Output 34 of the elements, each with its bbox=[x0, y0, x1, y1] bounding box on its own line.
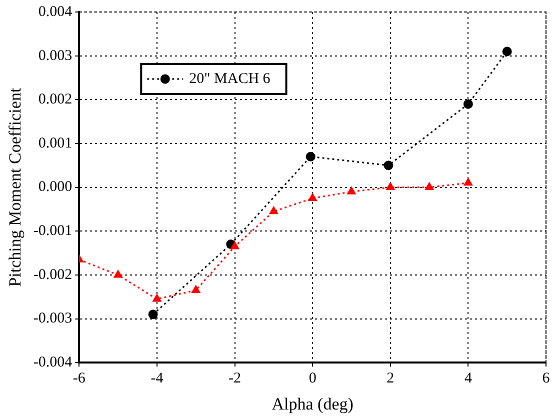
point bbox=[425, 182, 434, 190]
y-axis-title: Pitching Moment Coefficient bbox=[6, 88, 25, 287]
x-tick-label: 4 bbox=[464, 370, 472, 387]
y-tick-label: -0.001 bbox=[33, 223, 72, 240]
x-tick-label: -2 bbox=[228, 370, 242, 387]
x-tick-label: 0 bbox=[308, 370, 316, 387]
point bbox=[347, 186, 356, 194]
y-tick-label: -0.003 bbox=[33, 310, 72, 327]
point bbox=[386, 182, 395, 190]
point bbox=[463, 99, 473, 109]
x-tick-label: 2 bbox=[386, 370, 394, 387]
y-tick-label: 0.004 bbox=[38, 4, 73, 20]
y-tick-label: 0.001 bbox=[38, 135, 72, 152]
y-tick-label: 0.000 bbox=[38, 179, 72, 196]
legend-label: 20" MACH 6 bbox=[189, 70, 271, 87]
point bbox=[308, 194, 317, 202]
point bbox=[148, 310, 158, 320]
y-tick-label: -0.004 bbox=[33, 354, 73, 371]
point bbox=[269, 206, 278, 214]
point bbox=[230, 242, 239, 250]
point bbox=[306, 152, 316, 162]
point bbox=[114, 270, 122, 278]
x-tick-label: 6 bbox=[542, 370, 550, 387]
point bbox=[152, 294, 162, 302]
point bbox=[502, 46, 512, 56]
x-tick-label: -4 bbox=[150, 370, 164, 387]
y-tick-label: 0.003 bbox=[38, 48, 72, 64]
x-axis-title: Alpha (deg) bbox=[272, 394, 354, 414]
y-tick-label: 0.002 bbox=[38, 92, 72, 108]
point bbox=[384, 160, 394, 170]
y-tick-label: -0.002 bbox=[33, 266, 72, 283]
point bbox=[464, 178, 472, 186]
x-tick-label: -6 bbox=[72, 370, 86, 387]
point bbox=[192, 286, 200, 294]
